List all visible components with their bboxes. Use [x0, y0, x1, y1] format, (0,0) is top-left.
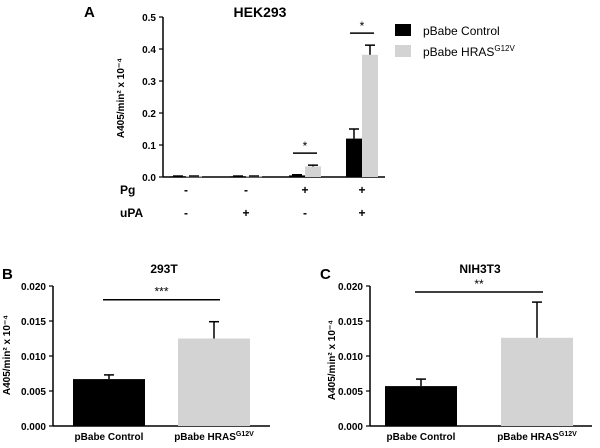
y-tick-label: 0.005 [338, 387, 363, 398]
panel-b-ylabel: A405/min² x 10⁻⁴ [2, 315, 13, 395]
panel-c: C NIH3T3 A405/min² x 10⁻⁴ 0.000 0.005 0.01… [320, 262, 592, 443]
panel-b: B 293T A405/min² x 10⁻⁴ 0.000 0.005 0.010 0… [2, 262, 270, 443]
panel-a-ylabel: A405/min² x 10⁻⁴ [116, 58, 127, 138]
x-tick-label: pBabe Control [75, 432, 144, 443]
y-tick-label: 0.015 [21, 317, 46, 328]
legend-label-hras-superscript: G12V [494, 44, 515, 53]
panel-a-label: A [84, 4, 95, 21]
y-tick-label: 0.4 [142, 45, 156, 56]
panel-a-title: HEK293 [234, 4, 287, 20]
y-tick-label: 0.3 [142, 77, 156, 88]
y-tick-label: 0.000 [338, 422, 363, 433]
y-tick-label: 0.015 [338, 317, 363, 328]
condition-mark: - [184, 183, 188, 197]
panel-b-significance: *** [103, 285, 220, 301]
panel-c-title: NIH3T3 [459, 262, 501, 276]
panel-b-label: B [2, 266, 13, 283]
condition-mark: - [184, 206, 188, 220]
x-tick-label: pBabe HRASG12V [497, 431, 577, 443]
legend-label-hras-text: pBabe HRAS [423, 45, 494, 59]
panel-c-significance: ** [415, 277, 543, 293]
legend-swatch-control [395, 24, 411, 36]
panel-b-title: 293T [150, 262, 178, 276]
legend-label-control: pBabe Control [423, 24, 500, 38]
y-tick-label: 0.010 [21, 352, 46, 363]
bar-control [73, 379, 145, 426]
x-tick-label-superscript: G12V [236, 431, 254, 438]
y-tick-label: 0.010 [338, 352, 363, 363]
panel-a: A HEK293 A405/min² x 10⁻⁴ 0.0 0.1 0.2 0.3 0.… [84, 4, 515, 220]
legend-swatch-hras [395, 45, 411, 57]
y-tick-label: 0.0 [142, 173, 156, 184]
panel-a-significance: ** [293, 19, 374, 154]
bar-hras-2 [305, 166, 321, 177]
x-tick-label: pBabe HRASG12V [174, 431, 254, 443]
condition-mark: + [301, 183, 308, 197]
x-tick-label-superscript: G12V [559, 431, 577, 438]
panel-c-ylabel: A405/min² x 10⁻⁴ [327, 320, 338, 400]
significance-label: * [303, 139, 308, 153]
y-tick-label: 0.005 [21, 387, 46, 398]
condition-row-label: uPA [120, 206, 143, 220]
condition-mark: + [242, 206, 249, 220]
significance-label: * [360, 19, 365, 33]
condition-mark: - [244, 183, 248, 197]
panel-a-condition-table: Pg - - + + uPA - + - + [120, 183, 366, 220]
x-tick-label-text: pBabe HRAS [497, 432, 559, 443]
panel-a-legend: pBabe Control pBabe HRASG12V [395, 24, 515, 59]
bar-hras [501, 337, 573, 426]
condition-mark: - [303, 206, 307, 220]
condition-mark: + [358, 183, 365, 197]
y-tick-label: 0.2 [142, 109, 156, 120]
panel-b-bars [73, 320, 250, 426]
panel-c-bars [385, 301, 573, 426]
bar-control-2 [289, 175, 305, 177]
x-tick-label: pBabe Control [387, 432, 456, 443]
bar-control [385, 386, 457, 426]
bar-control-3 [346, 138, 362, 177]
y-tick-label: 0.5 [142, 13, 156, 24]
bar-hras-3 [362, 54, 378, 178]
y-tick-label: 0.020 [21, 282, 46, 293]
y-tick-label: 0.020 [338, 282, 363, 293]
condition-row-label: Pg [120, 183, 135, 197]
y-tick-label: 0.1 [142, 141, 156, 152]
legend-label-hras: pBabe HRASG12V [423, 44, 515, 59]
x-tick-label-text: pBabe HRAS [174, 432, 236, 443]
significance-label: ** [474, 277, 484, 291]
bar-hras [178, 338, 250, 426]
panel-a-bars [170, 44, 378, 178]
x-tick-label-text: pBabe Control [75, 432, 144, 443]
x-tick-label-text: pBabe Control [387, 432, 456, 443]
y-tick-label: 0.000 [21, 422, 46, 433]
significance-label: *** [154, 285, 168, 299]
condition-mark: + [358, 206, 365, 220]
panel-c-label: C [320, 266, 331, 283]
